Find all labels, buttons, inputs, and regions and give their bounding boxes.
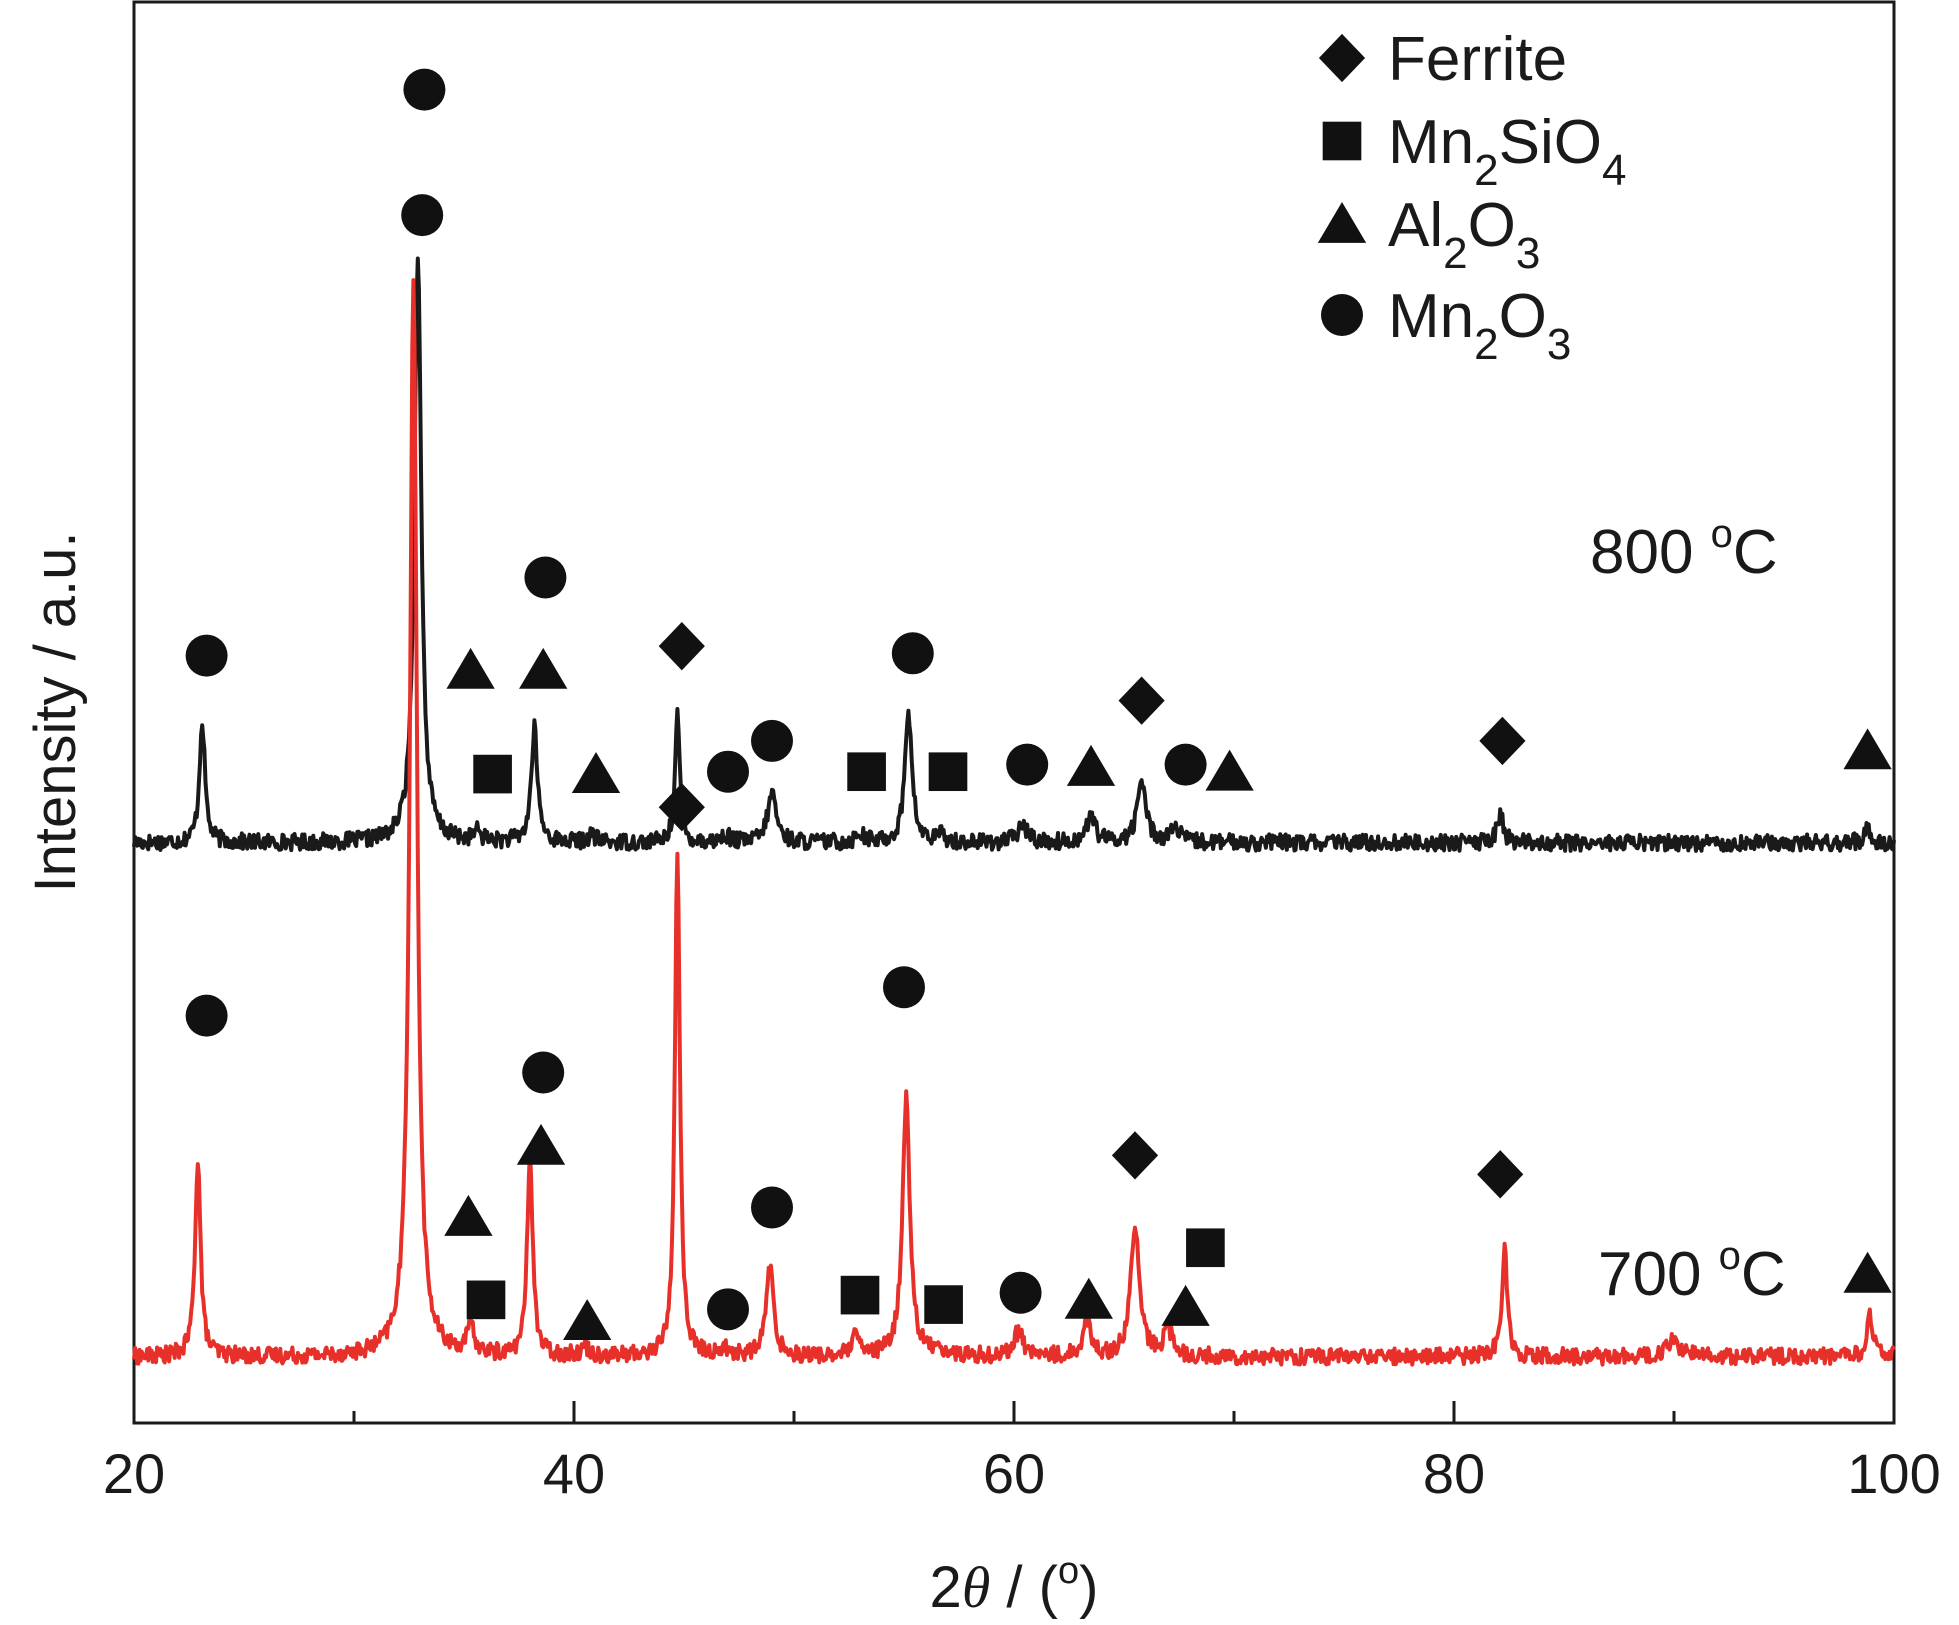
- phase-marker-circle: [522, 1051, 565, 1094]
- phase-marker-circle: [1006, 743, 1049, 786]
- phase-marker-circle: [751, 719, 793, 762]
- phase-marker-square: [473, 754, 512, 794]
- phase-marker-circle: [707, 750, 749, 793]
- x-ticks: 20 40 60 80 100: [103, 1401, 1941, 1505]
- phase-marker-circle: [999, 1271, 1042, 1314]
- phase-marker-triangle: [516, 1123, 566, 1165]
- phase-marker-circle: [883, 966, 925, 1009]
- phase-marker-square: [1186, 1228, 1225, 1268]
- phase-marker-square: [466, 1280, 506, 1320]
- x-tick-label: 80: [1423, 1442, 1485, 1505]
- phase-marker-triangle: [1843, 1251, 1892, 1293]
- phase-marker-square: [840, 1275, 880, 1315]
- series-labels: 800 oC 700 oC: [1590, 512, 1786, 1309]
- phase-marker-circle: [403, 68, 446, 111]
- phase-marker-circle: [524, 556, 567, 599]
- phase-marker-circle: [185, 634, 228, 677]
- phase-marker-triangle: [1205, 749, 1254, 791]
- x-tick-label: 100: [1847, 1442, 1940, 1505]
- phase-marker-triangle: [519, 647, 568, 689]
- phase-marker-circle: [185, 994, 228, 1037]
- phase-marker-layer: [185, 68, 1892, 1341]
- phase-marker-triangle: [563, 1299, 612, 1341]
- phase-marker-square: [928, 752, 968, 792]
- series-line-700c: [132, 278, 1896, 1367]
- legend-marker-square: [1322, 121, 1362, 161]
- series-layer: [132, 256, 1896, 1367]
- x-tick-label: 60: [983, 1442, 1045, 1505]
- legend-entry-label: Mn2O3: [1388, 282, 1571, 369]
- phase-marker-triangle: [1066, 744, 1116, 786]
- phase-marker-square: [847, 752, 886, 792]
- phase-marker-diamond: [658, 622, 705, 671]
- series-label: 800 oC: [1590, 512, 1778, 587]
- legend-marker-diamond: [1318, 33, 1366, 83]
- legend-entry-label: Mn2SiO4: [1388, 108, 1626, 195]
- phase-marker-triangle: [571, 752, 621, 793]
- phase-marker-triangle: [1843, 728, 1892, 770]
- legend-entry-label: Ferrite: [1388, 25, 1567, 94]
- phase-marker-diamond: [1118, 676, 1165, 725]
- legend-entry-label: Al2O3: [1388, 191, 1540, 278]
- x-tick-label: 40: [543, 1442, 605, 1505]
- phase-marker-circle: [707, 1288, 749, 1331]
- phase-marker-square: [924, 1285, 963, 1324]
- legend-marker-triangle: [1317, 201, 1367, 243]
- phase-marker-circle: [891, 632, 934, 675]
- phase-marker-triangle: [444, 1194, 493, 1236]
- y-axis-title: Intensity / a.u.: [23, 531, 88, 892]
- phase-marker-diamond: [1479, 716, 1526, 766]
- phase-marker-circle: [751, 1186, 793, 1229]
- phase-marker-triangle: [1064, 1277, 1113, 1319]
- phase-marker-circle: [1164, 743, 1207, 786]
- phase-marker-diamond: [658, 783, 705, 832]
- series-label: 700 oC: [1598, 1234, 1786, 1309]
- phase-marker-triangle: [1161, 1284, 1210, 1326]
- plot-frame: [132, 0, 1896, 1425]
- x-axis-title: 2θ / (o): [930, 1550, 1099, 1620]
- phase-marker-circle: [401, 194, 444, 237]
- legend-marker-circle: [1321, 294, 1363, 336]
- phase-marker-triangle: [446, 647, 495, 689]
- series-line-800c: [132, 256, 1896, 853]
- phase-marker-diamond: [1477, 1150, 1524, 1199]
- x-tick-label: 20: [103, 1442, 165, 1505]
- phase-marker-diamond: [1111, 1131, 1159, 1180]
